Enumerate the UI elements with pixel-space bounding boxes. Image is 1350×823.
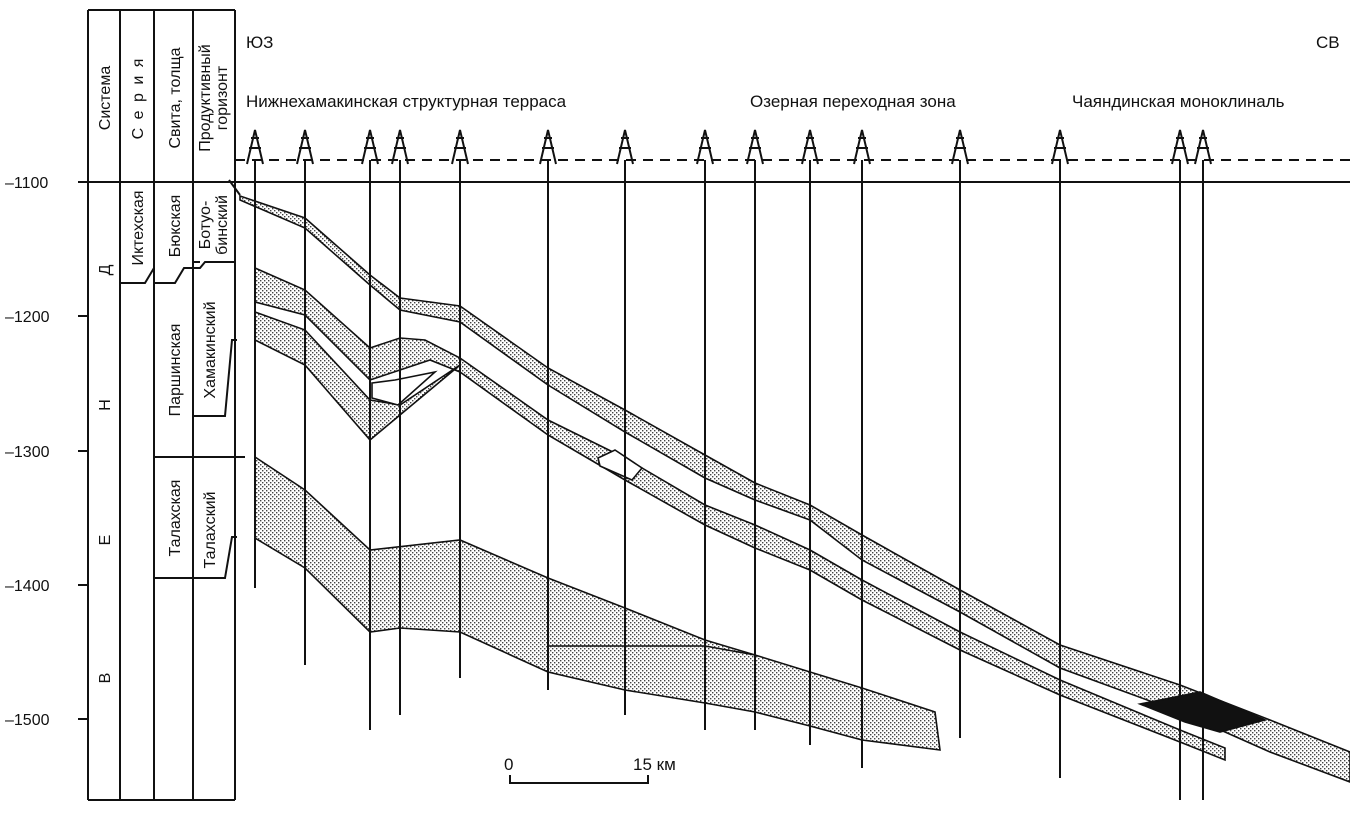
column-header-svita: Свита, толща <box>167 47 184 148</box>
series-label: Талахская <box>167 480 184 557</box>
direction-right: СВ <box>1316 33 1340 52</box>
well <box>853 129 871 768</box>
layers <box>239 194 1350 783</box>
well <box>391 129 409 715</box>
depth-label: –1400 <box>5 578 50 595</box>
suite-label: Бюкская <box>167 195 184 258</box>
well <box>1051 129 1069 778</box>
suite-label: Паршинская <box>167 324 184 417</box>
horizon-label: Хамакинский <box>202 301 219 398</box>
series-boundary <box>120 267 155 284</box>
well <box>1194 129 1212 800</box>
well <box>1171 129 1189 800</box>
depth-label: –1500 <box>5 712 50 729</box>
horizon-label: Ботуо- <box>197 201 214 250</box>
well <box>296 129 314 665</box>
direction-left: ЮЗ <box>246 33 273 52</box>
zone-label: Нижнехамакинская структурная терраса <box>246 92 567 111</box>
depth-label: –1100 <box>5 175 48 192</box>
system-letter: Н <box>97 399 114 411</box>
well <box>539 129 557 690</box>
column-header-gorizont: Продуктивный <box>197 44 214 152</box>
wells <box>246 129 1212 800</box>
series-label: Иктехская <box>130 190 147 265</box>
horizon-label: бинский <box>214 195 231 255</box>
system-letter: Е <box>97 535 114 546</box>
depth-label: –1300 <box>5 444 50 461</box>
zone-label: Чаяндинская моноклиналь <box>1072 92 1285 111</box>
scale-end: 15 км <box>633 755 676 774</box>
well <box>801 129 819 745</box>
scale-start: 0 <box>504 755 513 774</box>
column-header-gorizont-2: горизонт <box>214 65 231 130</box>
layer-khamakinsky-upper <box>254 266 1226 762</box>
stratigraphic-column <box>87 9 245 801</box>
layer-pinchout <box>597 449 644 481</box>
zone-label: Озерная переходная зона <box>750 92 956 111</box>
well <box>616 129 634 715</box>
layer-lens <box>371 370 438 406</box>
depth-label: –1200 <box>5 309 50 326</box>
horizon-boundary <box>193 536 237 579</box>
suite-boundary <box>154 267 193 284</box>
column-header-sistema: Система <box>97 66 114 131</box>
system-letter: В <box>97 673 114 684</box>
well <box>746 129 764 730</box>
well <box>451 129 469 678</box>
depth-axis <box>78 181 88 720</box>
well <box>951 129 969 738</box>
scale-bar <box>509 775 649 784</box>
horizon-boundary <box>193 339 237 417</box>
horizon-boundary <box>193 261 235 269</box>
layer-talakhsky <box>254 455 941 751</box>
system-letter: Д <box>97 264 114 275</box>
column-header-seriya: С е р и я <box>130 57 147 140</box>
horizon-label: Талахский <box>202 492 219 569</box>
well <box>246 129 264 588</box>
well <box>361 129 379 730</box>
well <box>696 129 714 730</box>
